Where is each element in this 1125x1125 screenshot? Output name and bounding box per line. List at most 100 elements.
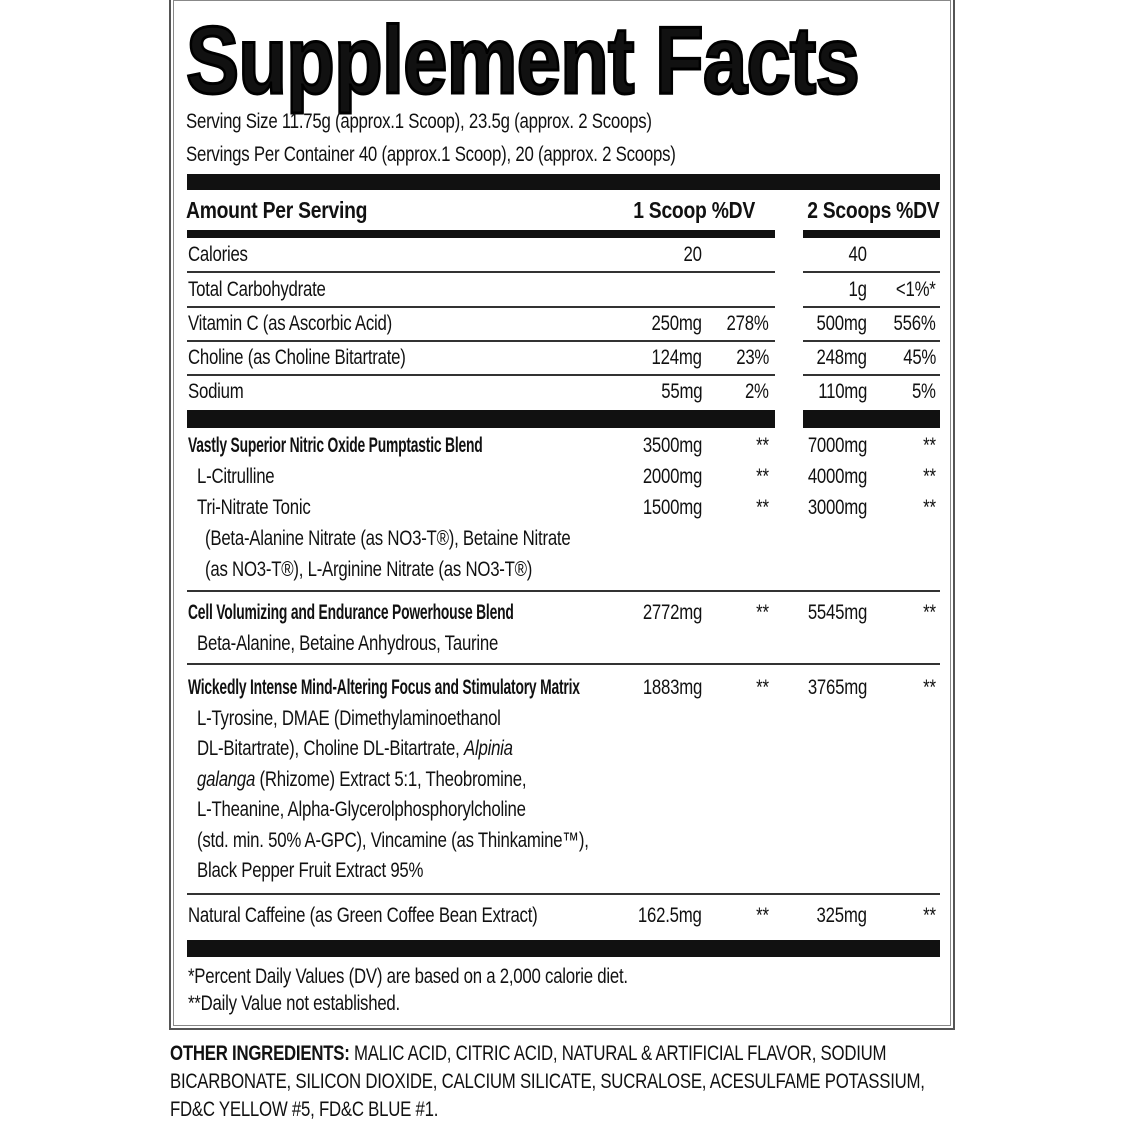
row-divider (803, 340, 940, 342)
nutrient-name: Sodium (188, 380, 244, 403)
one-scoop-amount: 1500mg (642, 496, 703, 519)
two-scoops-amount: 4000mg (807, 465, 868, 488)
amount-per-serving-header: Amount Per Serving (186, 197, 368, 223)
one-scoop-dv: 2% (745, 380, 769, 403)
ingredient-text: Black Pepper Fruit Extract 95% (197, 859, 424, 882)
other-ingredients-text: MALIC ACID, CITRIC ACID, NATURAL & ARTIF… (349, 1042, 887, 1065)
other-ingredients-line: BICARBONATE, SILICON DIOXIDE, CALCIUM SI… (170, 1070, 925, 1093)
one-scoop-amount: 2772mg (642, 601, 703, 624)
two-scoops-dv: ** (923, 676, 936, 699)
supplement-facts-panel (169, 0, 955, 1030)
row-divider (803, 271, 940, 273)
one-scoop-amount: 250mg (651, 312, 702, 335)
botanical-name: galanga (197, 767, 256, 791)
thick-divider (187, 410, 775, 428)
one-scoop-amount: 3500mg (642, 434, 703, 457)
two-scoops-amount: 248mg (816, 346, 867, 369)
two-scoops-dv: ** (923, 465, 936, 488)
one-scoop-header: 1 Scoop %DV (633, 197, 755, 223)
nutrient-name: Total Carbohydrate (188, 278, 326, 301)
other-ingredients-line: OTHER INGREDIENTS: MALIC ACID, CITRIC AC… (170, 1041, 887, 1067)
ingredient-text: (std. min. 50% A-GPC), Vincamine (as Thi… (197, 828, 589, 852)
one-scoop-dv: ** (756, 904, 769, 927)
thick-divider (803, 410, 940, 428)
footnote-not-established: **Daily Value not established. (188, 992, 400, 1015)
panel-title: Supplement Facts (185, 6, 861, 116)
ingredient-text: L-Tyrosine, DMAE (Dimethylaminoethanol (197, 706, 501, 730)
blend-ingredients-text: (Beta-Alanine Nitrate (as NO3-T®), Betai… (205, 526, 571, 552)
two-scoops-amount: 3765mg (807, 676, 868, 699)
one-scoop-amount: 55mg (660, 380, 702, 403)
one-scoop-dv: 278% (726, 312, 769, 335)
ingredient-text: L-Theanine, Alpha-Glycerolphosphorylchol… (197, 798, 526, 821)
blend-ingredients-text: L-Tyrosine, DMAE (Dimethylaminoethanol (197, 706, 501, 732)
ingredient-text: Beta-Alanine, Betaine Anhydrous, Taurine (197, 631, 499, 655)
row-divider (187, 374, 775, 376)
footnote-dv: *Percent Daily Values (DV) are based on … (188, 965, 628, 988)
one-scoop-dv: ** (756, 496, 769, 519)
blend-ingredients-text: DL-Bitartrate), Choline DL-Bitartrate, A… (197, 736, 513, 762)
two-scoops-amount: 3000mg (807, 496, 868, 519)
blend-name: Wickedly Intense Mind-Altering Focus and… (188, 676, 580, 699)
two-scoops-amount: 500mg (816, 312, 867, 335)
nutrient-name: Vitamin C (as Ascorbic Acid) (188, 312, 392, 335)
row-divider (187, 271, 775, 273)
two-scoops-amount: 40 (848, 243, 867, 266)
two-scoops-amount: 5545mg (807, 601, 868, 624)
ingredient-text: DL-Bitartrate), Choline DL-Bitartrate, (197, 737, 465, 760)
one-scoop-amount: 20 (683, 243, 702, 266)
thick-divider (187, 174, 940, 190)
two-scoops-dv: ** (923, 601, 936, 624)
thick-divider (187, 940, 940, 957)
one-scoop-dv: ** (756, 465, 769, 488)
row-divider (803, 374, 940, 376)
blend-name: Vastly Superior Nitric Oxide Pumptastic … (188, 434, 483, 457)
other-ingredients-line: FD&C YELLOW #5, FD&C BLUE #1. (170, 1098, 439, 1121)
two-scoops-dv: 5% (912, 380, 936, 403)
one-scoop-amount: 124mg (651, 346, 702, 369)
ingredient-text: (Beta-Alanine Nitrate (as NO3-T®), Betai… (205, 527, 571, 550)
one-scoop-amount: 2000mg (642, 465, 703, 488)
ingredient-name: Tri-Nitrate Tonic (197, 496, 311, 519)
blend-ingredients-text: galanga (Rhizome) Extract 5:1, Theobromi… (197, 767, 527, 793)
section-divider (187, 893, 940, 895)
section-divider (187, 590, 940, 592)
one-scoop-dv: ** (756, 434, 769, 457)
ingredient-name: L-Citrulline (197, 465, 275, 488)
two-scoops-amount: 110mg (818, 380, 867, 403)
two-scoops-dv: 45% (903, 346, 936, 369)
ingredient-text: (Rhizome) Extract 5:1, Theobromine, (255, 767, 527, 791)
two-scoops-dv: <1%* (896, 278, 936, 301)
blend-ingredients-text: Beta-Alanine, Betaine Anhydrous, Taurine (197, 631, 498, 657)
two-scoops-dv: 556% (893, 312, 936, 335)
blend-name: Natural Caffeine (as Green Coffee Bean E… (188, 904, 538, 927)
two-scoops-dv: ** (923, 904, 936, 927)
one-scoop-dv: ** (756, 676, 769, 699)
row-divider (187, 340, 775, 342)
two-scoops-amount: 7000mg (807, 434, 868, 457)
two-scoops-amount: 325mg (816, 904, 867, 927)
one-scoop-dv: 23% (736, 346, 769, 369)
row-divider (187, 306, 775, 308)
row-divider (803, 306, 940, 308)
two-scoops-dv: ** (923, 434, 936, 457)
one-scoop-amount: 1883mg (642, 676, 703, 699)
blend-ingredients-text: (std. min. 50% A-GPC), Vincamine (as Thi… (197, 828, 589, 854)
divider (187, 230, 775, 238)
blend-ingredients-text: Black Pepper Fruit Extract 95% (197, 858, 423, 884)
nutrient-name: Calories (188, 243, 248, 266)
blend-name: Cell Volumizing and Endurance Powerhouse… (188, 601, 514, 624)
divider (803, 230, 940, 238)
other-ingredients-label: OTHER INGREDIENTS: (170, 1042, 350, 1065)
section-divider (187, 663, 940, 665)
botanical-name: Alpinia (464, 737, 513, 760)
one-scoop-amount: 162.5mg (638, 904, 702, 927)
servings-per-container: Servings Per Container 40 (approx.1 Scoo… (186, 143, 676, 166)
serving-size: Serving Size 11.75g (approx.1 Scoop), 23… (186, 110, 652, 133)
blend-ingredients-text: (as NO3-T®), L-Arginine Nitrate (as NO3-… (205, 557, 532, 583)
two-scoops-header: 2 Scoops %DV (806, 197, 940, 223)
one-scoop-dv: ** (756, 601, 769, 624)
two-scoops-dv: ** (923, 496, 936, 519)
blend-ingredients-text: L-Theanine, Alpha-Glycerolphosphorylchol… (197, 797, 526, 823)
two-scoops-amount: 1g (848, 278, 867, 301)
